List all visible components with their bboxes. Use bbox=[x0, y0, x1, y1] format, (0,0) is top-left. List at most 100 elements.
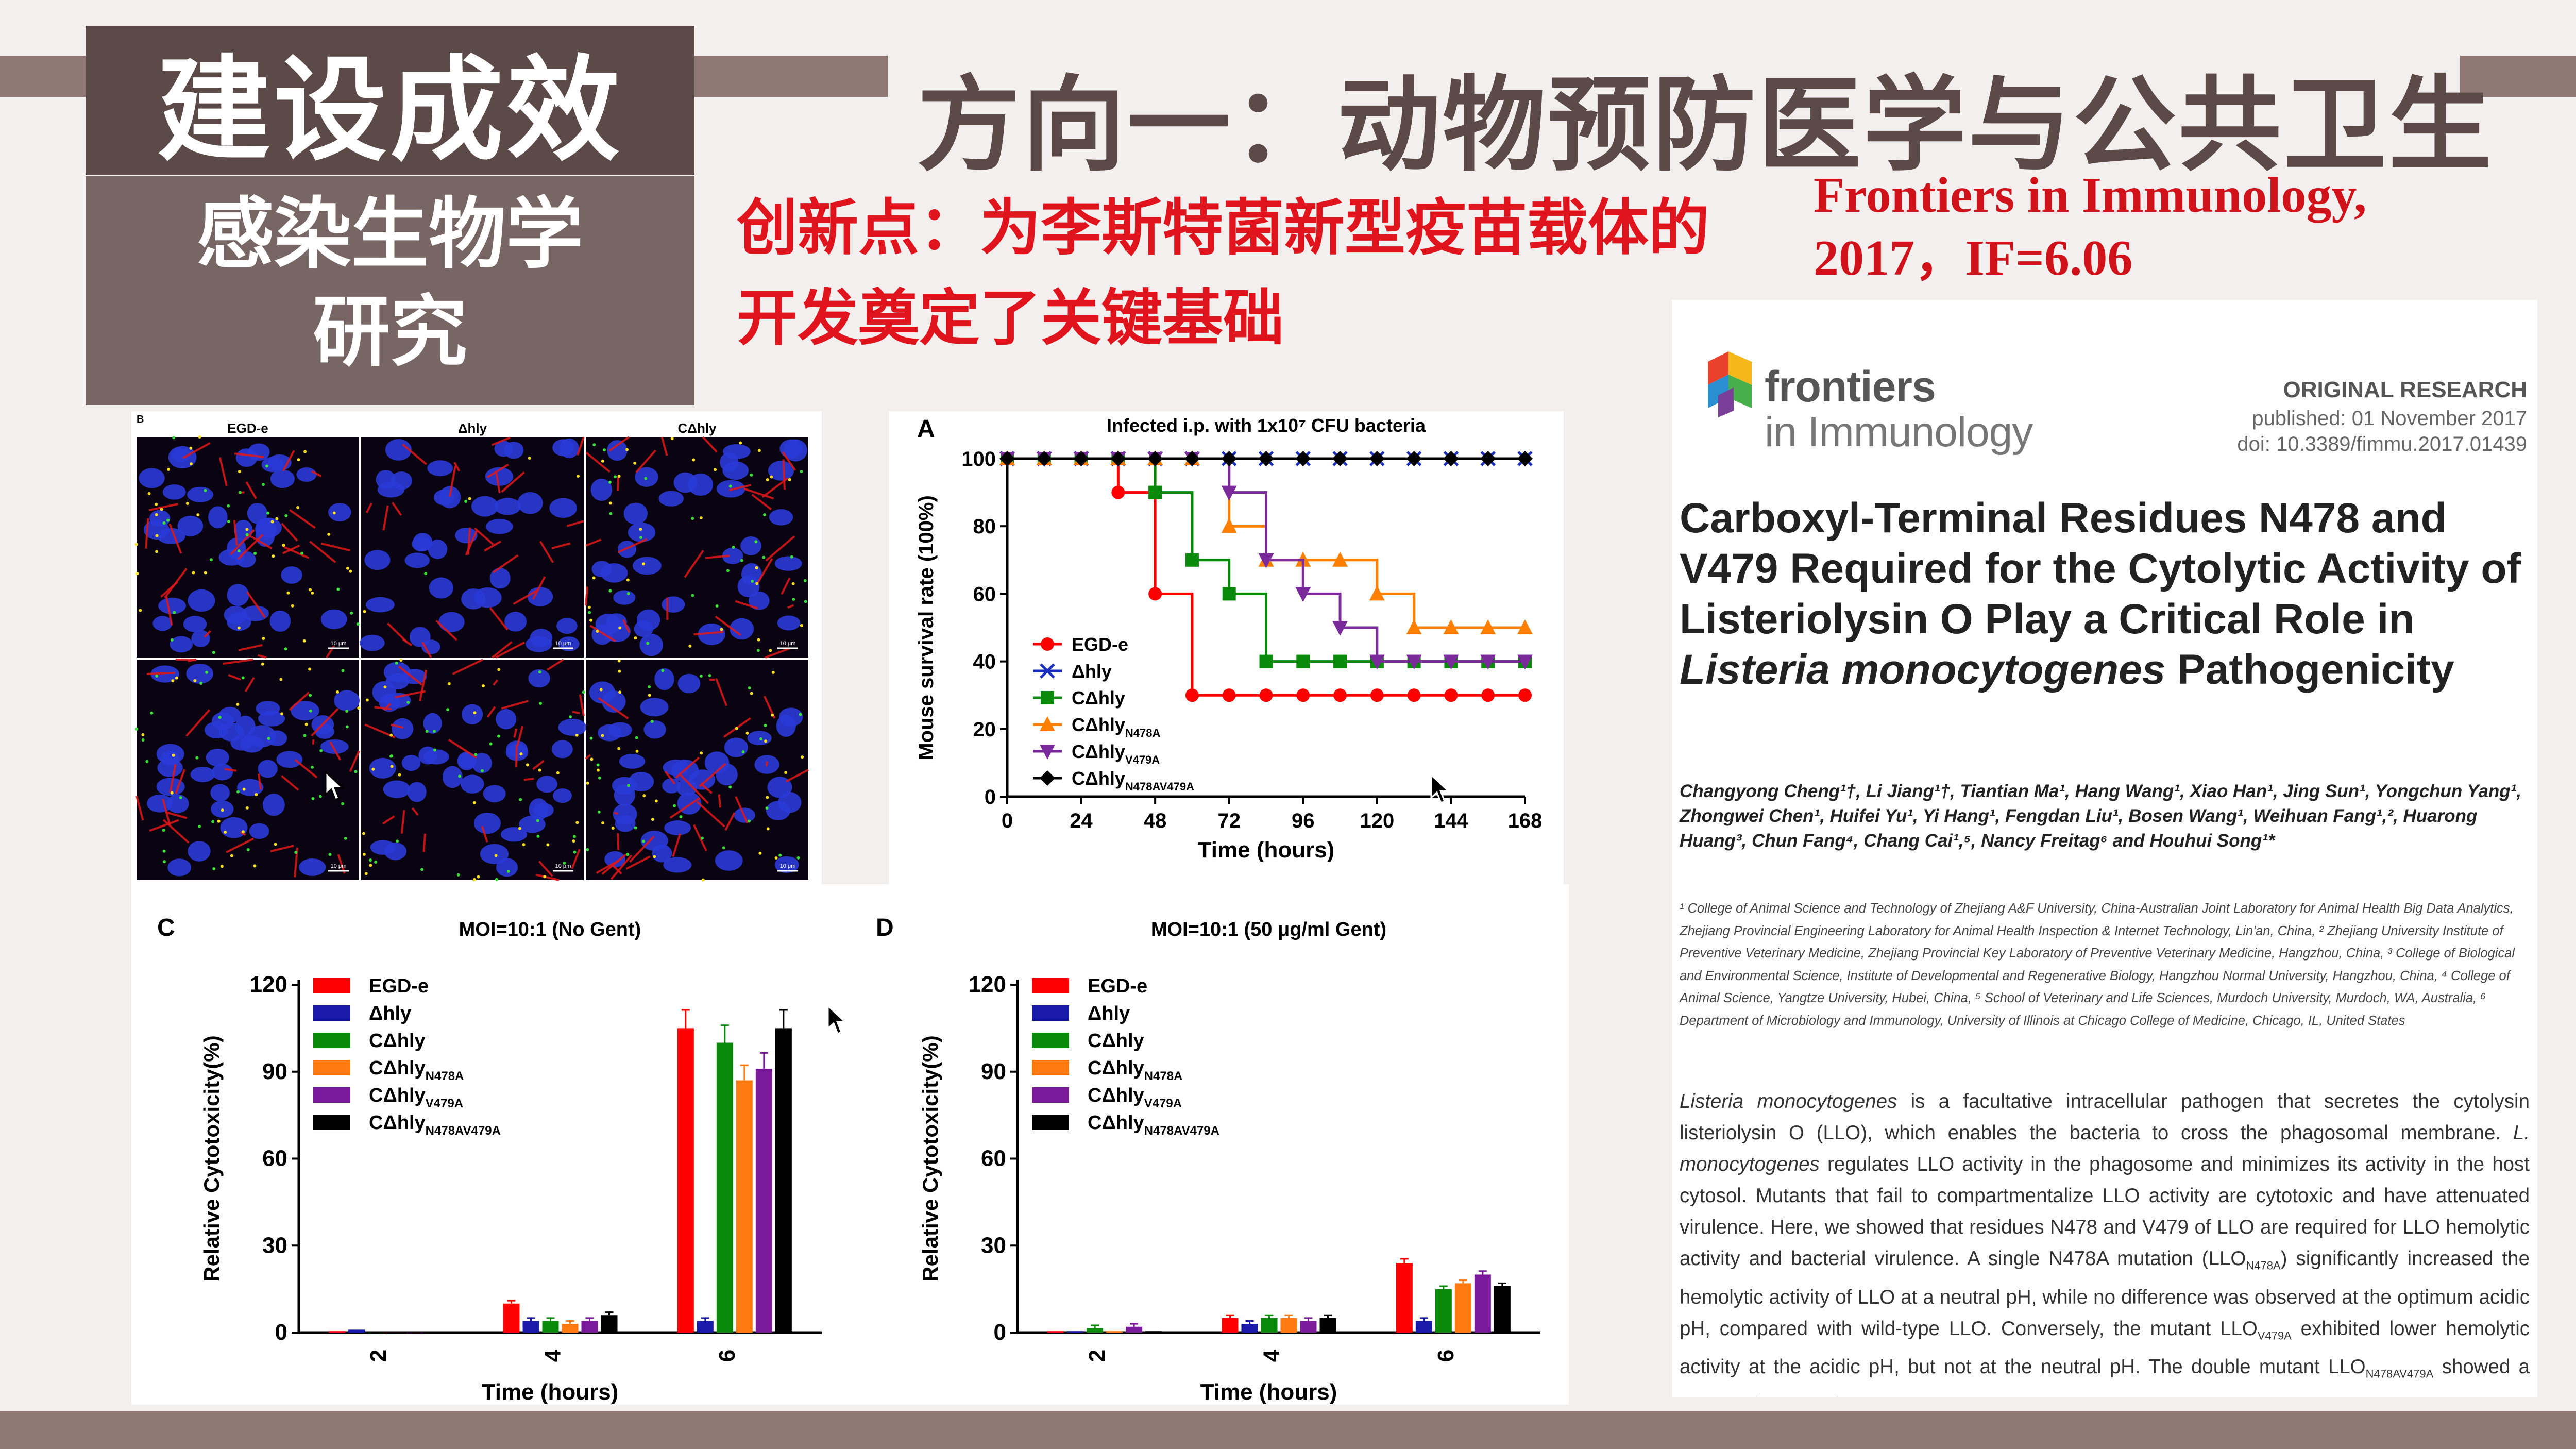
bacteria-signal bbox=[224, 831, 227, 834]
innovation-line-2: 开发奠定了关键基础 bbox=[737, 282, 1284, 353]
cell-nucleus bbox=[496, 709, 517, 730]
cell-nucleus bbox=[170, 636, 193, 653]
cell-nucleus bbox=[494, 498, 521, 515]
actin-filament bbox=[270, 845, 294, 853]
legend-label-sub: N478A bbox=[426, 1069, 464, 1083]
actin-filament bbox=[238, 644, 263, 651]
cell-nucleus bbox=[156, 744, 184, 764]
actin-filament bbox=[724, 812, 736, 831]
bacteria-signal bbox=[135, 572, 139, 576]
bacteria-signal bbox=[596, 768, 600, 772]
bacteria-signal bbox=[526, 763, 529, 767]
abstract-part-4: exhibited lower hemolytic activity at th… bbox=[1680, 1317, 2530, 1378]
section-subtitle: 感染生物学 研究 bbox=[86, 186, 694, 381]
bar bbox=[1300, 1321, 1317, 1333]
bacteria-signal bbox=[209, 558, 213, 562]
cell-nucleus bbox=[186, 663, 214, 684]
bacteria-signal bbox=[751, 580, 754, 583]
cell-nucleus bbox=[473, 812, 501, 834]
page-title: 建设成效 bbox=[157, 44, 623, 176]
x-tick-label: 72 bbox=[1217, 810, 1241, 832]
legend-label-sub: N478AV479A bbox=[1144, 1124, 1219, 1138]
data-point bbox=[1296, 654, 1310, 668]
data-point bbox=[1332, 621, 1348, 636]
bar bbox=[1261, 1318, 1278, 1333]
bacteria-signal bbox=[764, 739, 768, 743]
data-point bbox=[1148, 485, 1162, 499]
bacteria-signal bbox=[170, 638, 174, 642]
legend-swatch bbox=[313, 1087, 350, 1103]
bacteria-signal bbox=[618, 626, 622, 630]
scale-bar-label: 10 μm bbox=[331, 863, 347, 869]
actin-filament bbox=[614, 812, 619, 815]
cell-nucleus bbox=[737, 576, 760, 598]
data-point bbox=[1259, 688, 1273, 702]
bacteria-signal bbox=[648, 694, 651, 697]
data-point bbox=[1073, 451, 1089, 466]
cell-nucleus bbox=[676, 779, 697, 797]
paper-title-part1: Carboxyl-Terminal Residues N478 and V479… bbox=[1680, 495, 2521, 643]
frontiers-logo-icon bbox=[1708, 351, 1752, 417]
actin-filament bbox=[168, 523, 182, 554]
bacteria-signal bbox=[236, 790, 240, 794]
actin-filament bbox=[228, 674, 241, 681]
actin-filament bbox=[585, 451, 611, 473]
data-point bbox=[1406, 451, 1422, 466]
actin-filament bbox=[148, 503, 178, 512]
bacteria-signal bbox=[596, 763, 600, 767]
cell-nucleus bbox=[423, 713, 442, 734]
abstract-sub-2: V479A bbox=[2257, 1329, 2292, 1342]
bacteria-signal bbox=[639, 528, 642, 531]
actin-filament bbox=[535, 873, 560, 881]
cell-nucleus bbox=[427, 460, 453, 477]
abstract-italic-1: Listeria monocytogenes bbox=[1680, 1090, 1897, 1113]
bar bbox=[1067, 1331, 1084, 1333]
bacteria-signal bbox=[237, 549, 241, 553]
data-point bbox=[1444, 688, 1458, 702]
footer-band bbox=[0, 1411, 2576, 1449]
bacteria-signal bbox=[267, 737, 270, 740]
bacteria-signal bbox=[362, 832, 365, 835]
bacteria-signal bbox=[344, 836, 347, 840]
cell-nucleus bbox=[723, 444, 751, 459]
cell-nucleus bbox=[748, 591, 770, 610]
bacteria-signal bbox=[179, 796, 182, 799]
bacteria-signal bbox=[198, 435, 201, 439]
abstract-part-5: showed a greater decrease in bbox=[1680, 1356, 2530, 1397]
cell-nucleus bbox=[652, 844, 672, 863]
bacteria-signal bbox=[617, 747, 621, 750]
cell-nucleus bbox=[384, 693, 411, 709]
actin-filament bbox=[411, 807, 419, 816]
actin-filament bbox=[782, 459, 786, 490]
bacteria-signal bbox=[489, 742, 493, 746]
cell-nucleus bbox=[639, 633, 664, 656]
cell-nucleus bbox=[628, 523, 656, 542]
cell-nucleus bbox=[235, 715, 256, 737]
data-point bbox=[1040, 663, 1055, 679]
cell-nucleus bbox=[480, 844, 509, 864]
bacteria-signal bbox=[332, 511, 336, 515]
legend-label: CΔhlyN478A bbox=[369, 1057, 464, 1083]
actin-filament bbox=[165, 596, 173, 626]
abstract-sub-1: N478A bbox=[2246, 1259, 2281, 1272]
bacteria-signal bbox=[589, 736, 593, 740]
legend-label-main: CΔhly bbox=[1072, 741, 1125, 762]
bacteria-signal bbox=[374, 860, 378, 864]
data-point bbox=[1370, 688, 1384, 702]
bacteria-signal bbox=[147, 492, 151, 495]
paper-first-page: frontiers in Immunology ORIGINAL RESEARC… bbox=[1672, 300, 2537, 1397]
header-band-right bbox=[2460, 56, 2576, 97]
actin-filament bbox=[395, 690, 426, 699]
micrograph-tile: 10 μm bbox=[361, 659, 587, 881]
bacteria-signal bbox=[528, 457, 531, 460]
legend-label: CΔhlyN478A bbox=[1072, 714, 1160, 739]
actin-filament bbox=[702, 436, 718, 453]
doi: doi: 10.3389/fimmu.2017.01439 bbox=[2237, 433, 2527, 456]
actin-filament bbox=[781, 577, 791, 595]
bacteria-signal bbox=[328, 853, 332, 856]
bacteria-signal bbox=[518, 827, 521, 830]
bacteria-signal bbox=[757, 449, 761, 452]
bar bbox=[697, 1321, 714, 1333]
legend-label-sub: N478AV479A bbox=[426, 1124, 501, 1138]
abstract-part-1: is a facultative intracellular pathogen … bbox=[1680, 1090, 2530, 1144]
